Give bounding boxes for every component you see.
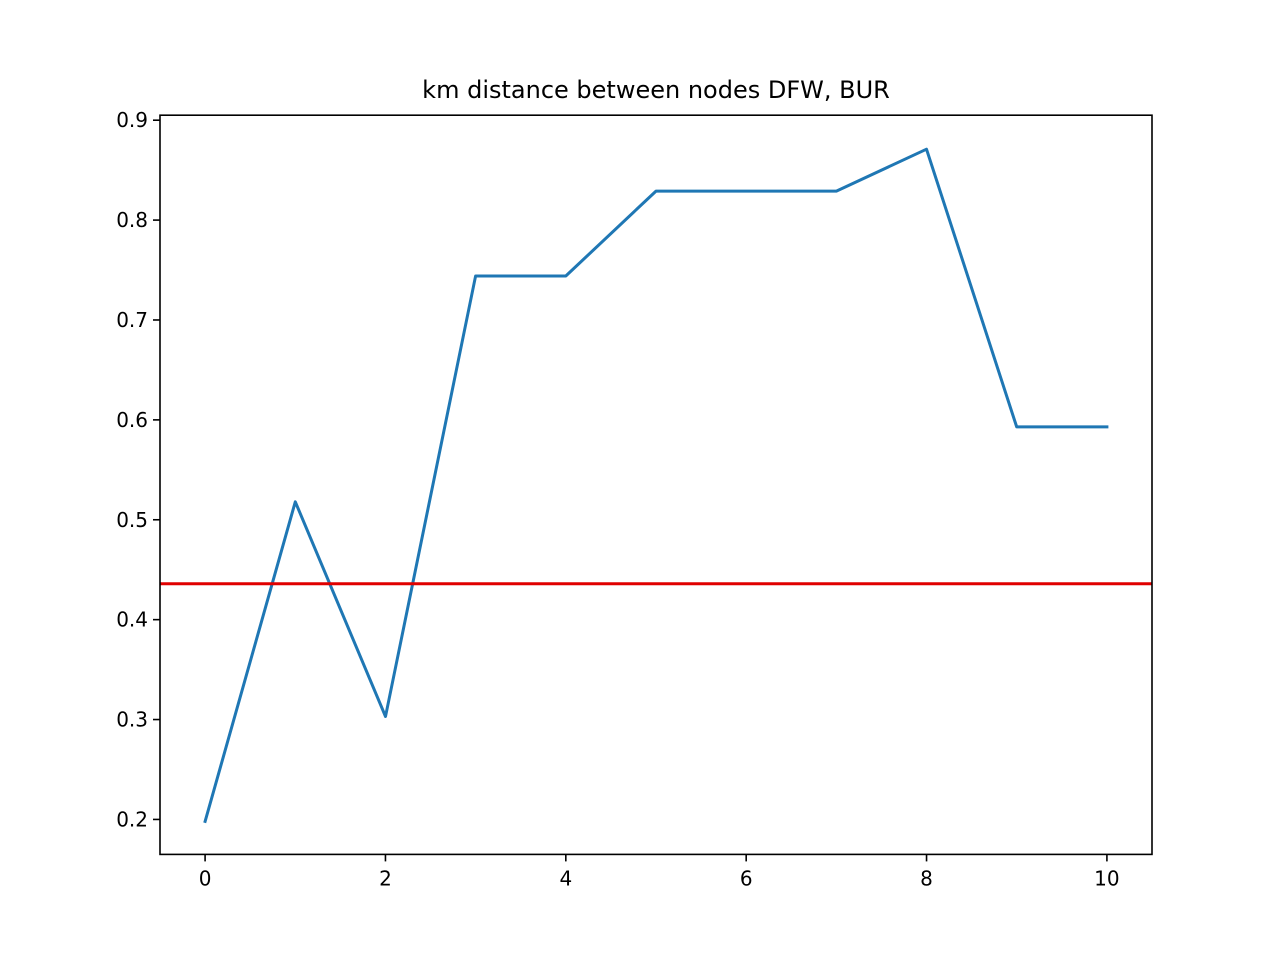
y-tick-label: 0.9 (116, 108, 148, 132)
x-tick-label: 10 (1094, 866, 1119, 890)
y-axis-ticks: 0.2 0.3 0.4 0.5 0.6 0.7 0.8 0.9 (116, 108, 160, 831)
x-tick-label: 6 (740, 866, 753, 890)
y-tick-label: 0.4 (116, 608, 148, 632)
y-tick-label: 0.8 (116, 208, 148, 232)
x-tick-label: 2 (379, 866, 392, 890)
series-line (203, 147, 1109, 824)
y-tick-label: 0.3 (116, 708, 148, 732)
chart-title: km distance between nodes DFW, BUR (422, 76, 890, 104)
x-tick-label: 0 (199, 866, 212, 890)
y-tick-label: 0.6 (116, 408, 148, 432)
plot-lines (160, 147, 1152, 824)
y-tick-label: 0.5 (116, 508, 148, 532)
x-tick-label: 8 (920, 866, 933, 890)
y-tick-label: 0.7 (116, 308, 148, 332)
y-tick-label: 0.2 (116, 807, 148, 831)
x-tick-label: 4 (559, 866, 572, 890)
x-axis-ticks: 0 2 4 6 8 10 (199, 854, 1120, 890)
axes-frame (159, 114, 1153, 856)
